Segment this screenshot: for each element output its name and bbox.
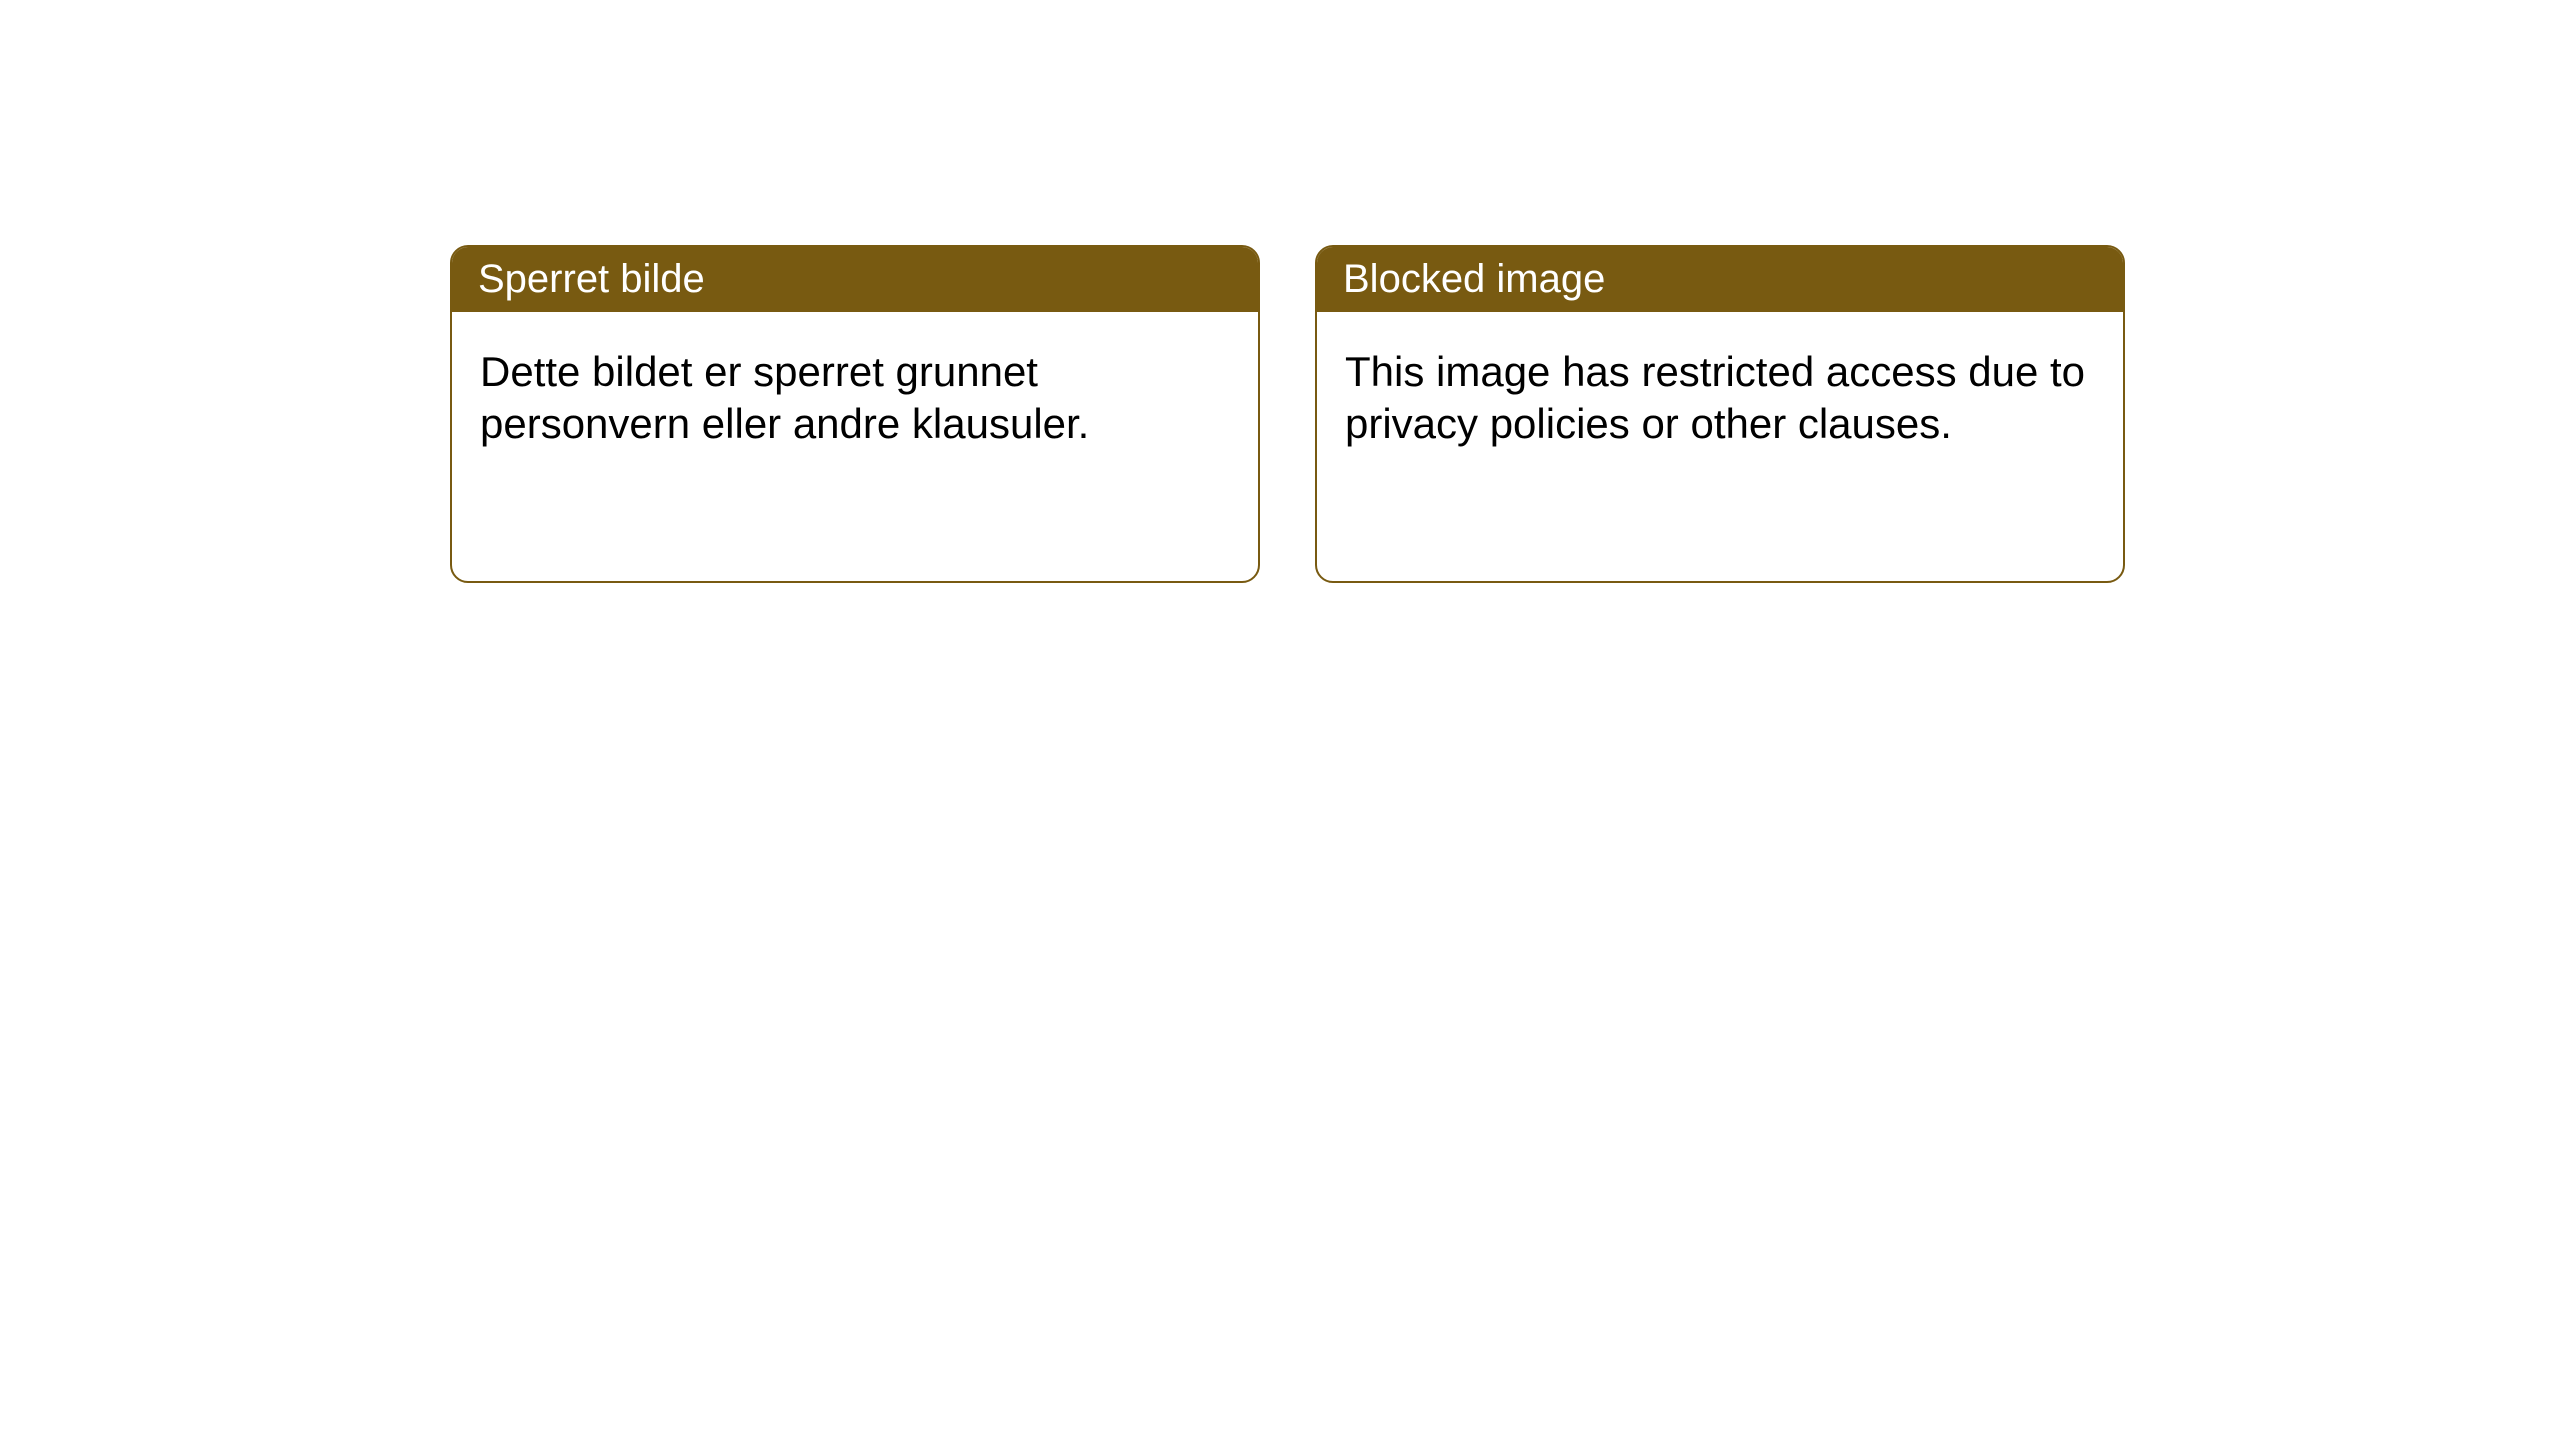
cards-container: Sperret bilde Dette bildet er sperret gr…	[0, 0, 2560, 583]
card-body: Dette bildet er sperret grunnet personve…	[452, 312, 1258, 484]
card-body-text: This image has restricted access due to …	[1345, 348, 2085, 447]
card-header: Sperret bilde	[452, 247, 1258, 312]
card-title: Sperret bilde	[478, 257, 705, 301]
card-body-text: Dette bildet er sperret grunnet personve…	[480, 348, 1089, 447]
card-body: This image has restricted access due to …	[1317, 312, 2123, 484]
card-header: Blocked image	[1317, 247, 2123, 312]
blocked-image-card-no: Sperret bilde Dette bildet er sperret gr…	[450, 245, 1260, 583]
blocked-image-card-en: Blocked image This image has restricted …	[1315, 245, 2125, 583]
card-title: Blocked image	[1343, 257, 1605, 301]
